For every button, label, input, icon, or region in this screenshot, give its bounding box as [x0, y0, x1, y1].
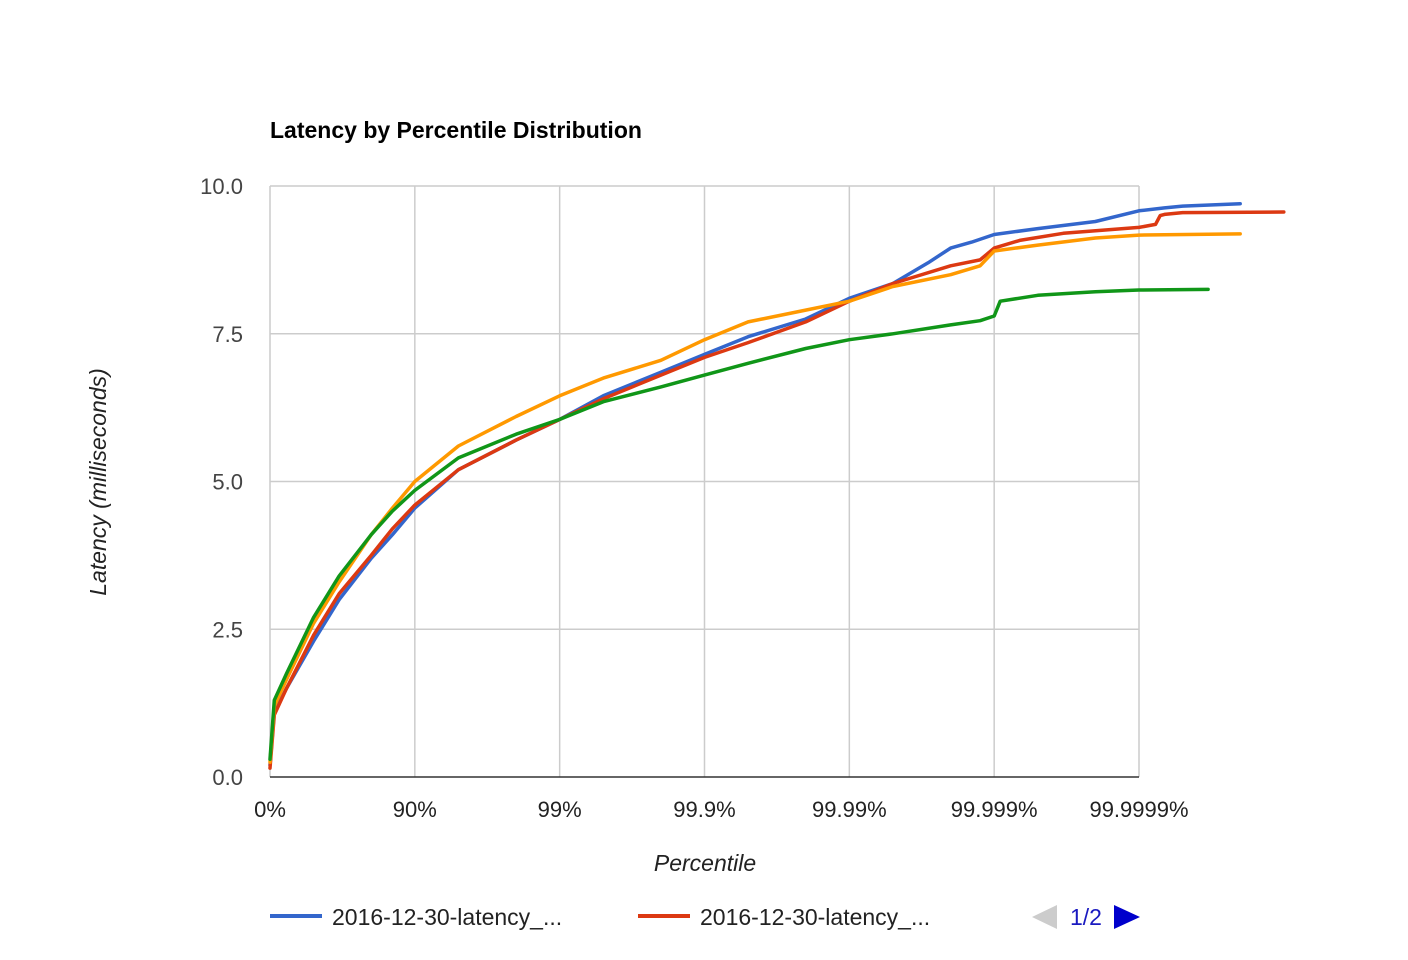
- legend-pager: 1/2: [1032, 904, 1140, 930]
- x-tick-label: 99.9%: [673, 797, 735, 822]
- series-group: [268, 201, 1286, 770]
- legend-page-indicator: 1/2: [1070, 904, 1102, 930]
- series-line: [268, 201, 1242, 767]
- y-tick-label: 2.5: [212, 617, 243, 642]
- chart-title: Latency by Percentile Distribution: [270, 117, 642, 143]
- next-page-icon[interactable]: [1114, 905, 1140, 929]
- y-tick-label: 0.0: [212, 765, 243, 790]
- previous-page-icon[interactable]: [1032, 905, 1057, 929]
- legend-label: 2016-12-30-latency_...: [700, 904, 930, 930]
- x-axis-title: Percentile: [654, 850, 756, 876]
- x-tick-label: 99.99%: [812, 797, 887, 822]
- legend-label: 2016-12-30-latency_...: [332, 904, 562, 930]
- x-axis-ticks: 0% 90% 99% 99.9% 99.99% 99.999% 99.9999%: [254, 797, 1188, 822]
- series-line: [268, 287, 1210, 762]
- legend-item[interactable]: 2016-12-30-latency_...: [638, 904, 930, 930]
- x-tick-label: 99.9999%: [1089, 797, 1188, 822]
- y-tick-label: 5.0: [212, 470, 243, 495]
- x-tick-label: 99%: [538, 797, 582, 822]
- legend: 2016-12-30-latency_... 2016-12-30-latenc…: [270, 904, 1140, 930]
- series-line: [268, 232, 1242, 764]
- x-tick-label: 0%: [254, 797, 286, 822]
- series-line: [268, 210, 1286, 770]
- legend-item[interactable]: 2016-12-30-latency_...: [270, 904, 562, 930]
- y-tick-label: 7.5: [212, 322, 243, 347]
- y-tick-label: 10.0: [200, 174, 243, 199]
- y-axis-ticks: 0.0 2.5 5.0 7.5 10.0: [200, 174, 243, 790]
- y-axis-title: Latency (milliseconds): [85, 368, 111, 596]
- x-tick-label: 99.999%: [951, 797, 1038, 822]
- grid: [269, 185, 1140, 777]
- x-tick-label: 90%: [393, 797, 437, 822]
